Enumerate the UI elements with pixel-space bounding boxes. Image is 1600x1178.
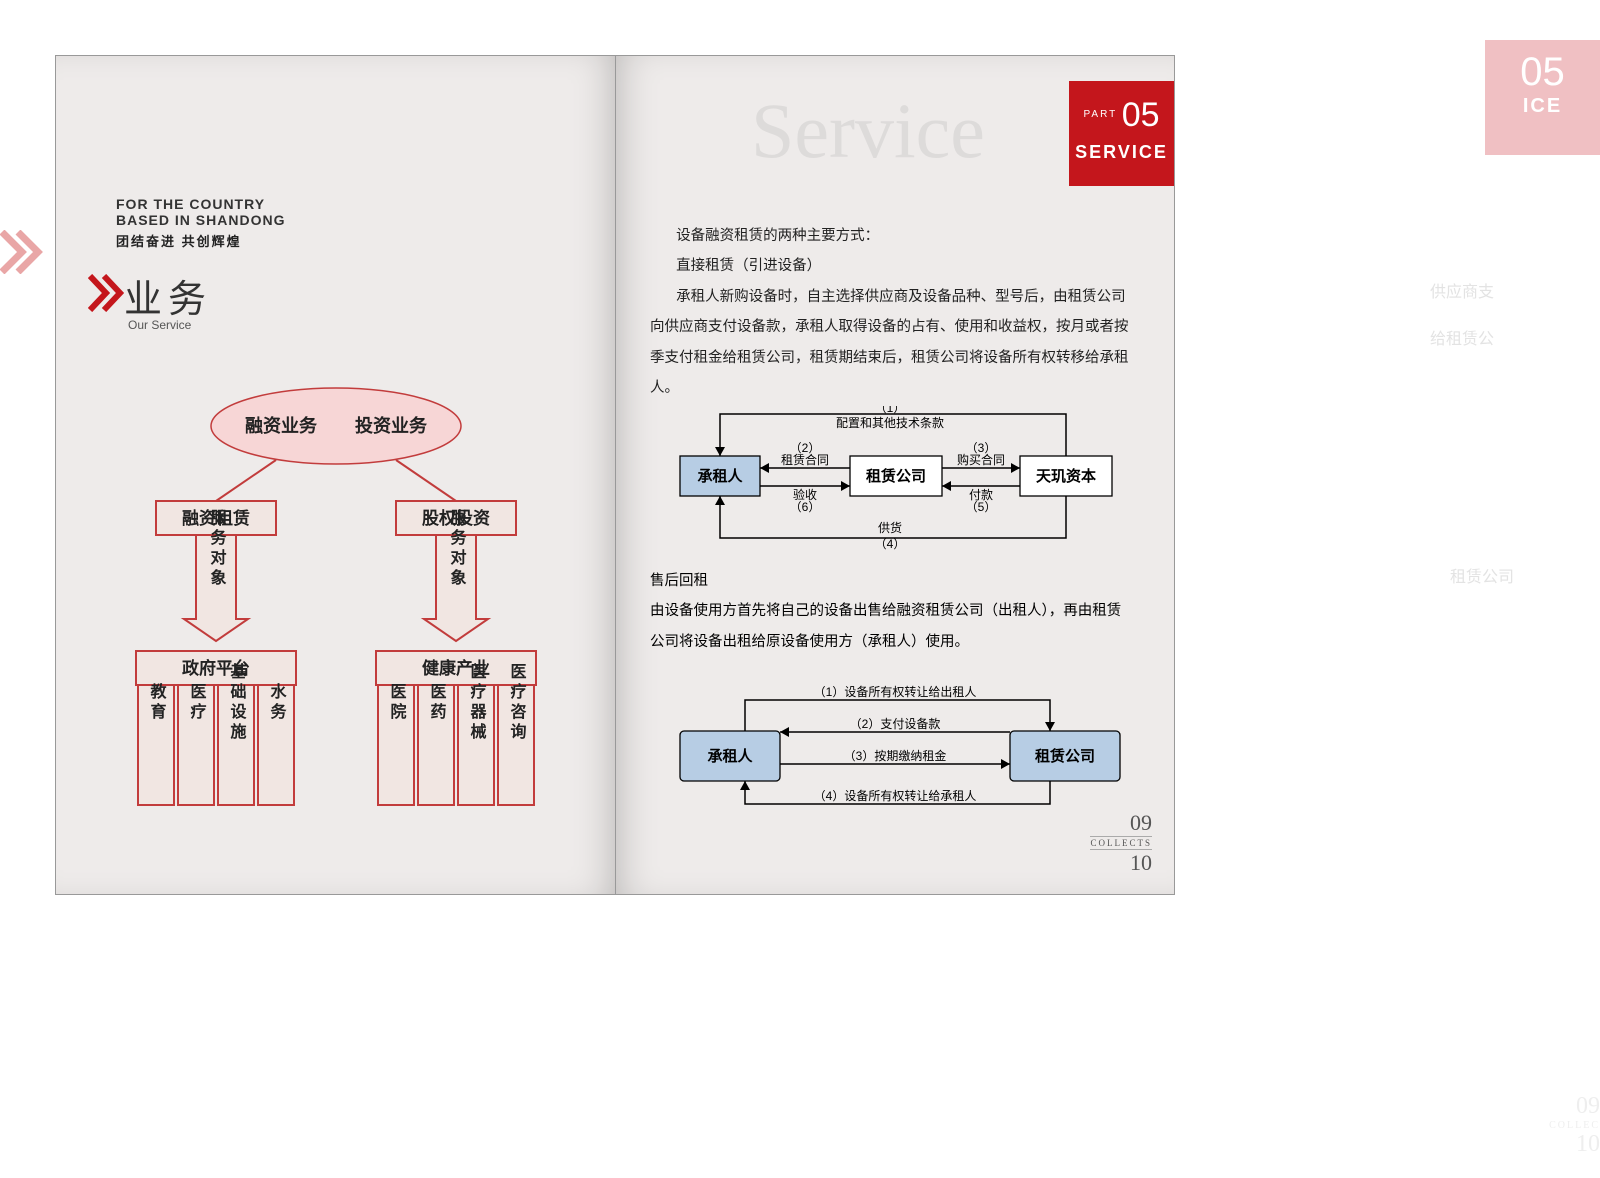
svg-text:服务对象: 服务对象 bbox=[208, 509, 227, 589]
leaseback-diagram: 承租人 租赁公司 （1）设备所有权转让给出租人 （2）支付设备款 （3）按期缴纳租金 （4… bbox=[660, 676, 1140, 836]
svg-text:（4）: （4） bbox=[875, 537, 906, 551]
svg-text:融资业务: 融资业务 bbox=[245, 415, 318, 436]
lp-header-l1: FOR THE COUNTRY bbox=[116, 196, 285, 212]
svg-text:服务对象: 服务对象 bbox=[448, 509, 467, 589]
svg-text:（6）: （6） bbox=[790, 500, 821, 514]
title-chevron-icon bbox=[88, 274, 128, 312]
svg-text:投资业务: 投资业务 bbox=[355, 415, 428, 436]
part-number: 05 bbox=[1122, 96, 1160, 134]
rp-p1: 承租人新购设备时，自主选择供应商及设备品种、型号后，由租赁公司向供应商支付设备款… bbox=[650, 282, 1132, 404]
part-label: PART bbox=[1083, 87, 1117, 120]
part-badge: PART 05 SERVICE bbox=[1069, 81, 1174, 186]
svg-text:水务: 水务 bbox=[268, 682, 287, 723]
rp-intro: 设备融资租赁的两种主要方式： bbox=[650, 221, 1132, 251]
bg-pn-label: COLLEC bbox=[1549, 1120, 1600, 1131]
rp-p2: 由设备使用方首先将自己的设备出售给融资租赁公司（出租人），再由租赁公司将设备出租… bbox=[650, 596, 1132, 657]
part-service: SERVICE bbox=[1069, 142, 1174, 163]
svg-text:教育: 教育 bbox=[148, 682, 167, 723]
bg-part-badge: 05 ICE bbox=[1485, 40, 1600, 155]
page-right: Service PART 05 SERVICE 设备融资租赁的两种主要方式： 直… bbox=[615, 55, 1175, 895]
rp-body: 设备融资租赁的两种主要方式： 直接租赁（引进设备） 承租人新购设备时，自主选择供… bbox=[650, 221, 1132, 404]
lp-header: FOR THE COUNTRY BASED IN SHANDONG 团结奋进 共… bbox=[116, 196, 285, 250]
rp-body2: 售后回租 由设备使用方首先将自己的设备出售给融资租赁公司（出租人），再由租赁公司… bbox=[650, 566, 1132, 657]
svg-text:租赁合同: 租赁合同 bbox=[781, 452, 829, 467]
watermark-text: Service bbox=[751, 86, 985, 176]
direct-lease-diagram: 承租人租赁公司天玑资本（1）配置和其他技术条款（2）租赁合同（3）购买合同验收（… bbox=[660, 406, 1140, 566]
bg-part-label: ICE bbox=[1485, 95, 1600, 118]
bg-page-number: 09 COLLEC 10 bbox=[1549, 1093, 1600, 1158]
svg-text:租赁公司: 租赁公司 bbox=[1035, 747, 1095, 765]
svg-text:租赁公司: 租赁公司 bbox=[866, 467, 926, 485]
page-left: FOR THE COUNTRY BASED IN SHANDONG 团结奋进 共… bbox=[55, 55, 615, 895]
svg-text:（4）设备所有权转让给承租人: （4）设备所有权转让给承租人 bbox=[814, 788, 977, 803]
canvas: 05 ICE 供应商支 给租赁公 租赁公司 09 COLLEC 10 FOR T… bbox=[0, 0, 1600, 1178]
lp-subtitle: Our Service bbox=[128, 318, 191, 332]
pn-top: 09 bbox=[1090, 810, 1152, 836]
bg-snippet-2-l1: 租赁公司 bbox=[1450, 560, 1600, 595]
pn-label: COLLECTS bbox=[1090, 836, 1152, 850]
svg-text:（1）: （1） bbox=[875, 406, 906, 415]
svg-text:承租人: 承租人 bbox=[707, 747, 753, 765]
business-tree-chart: 融资业务投资业务融资租赁股权投资服务对象服务对象政府平台健康产业教育医疗基础设施… bbox=[96, 371, 576, 821]
page-number: 09 COLLECTS 10 bbox=[1090, 810, 1152, 876]
bg-pn-top: 09 bbox=[1549, 1093, 1600, 1120]
bg-snippet-2: 租赁公司 bbox=[1450, 560, 1600, 595]
bg-pn-bottom: 10 bbox=[1549, 1131, 1600, 1158]
svg-text:配置和其他技术条款: 配置和其他技术条款 bbox=[836, 416, 944, 430]
svg-text:承租人: 承租人 bbox=[697, 467, 743, 485]
svg-text:（1）设备所有权转让给出租人: （1）设备所有权转让给出租人 bbox=[814, 684, 977, 699]
svg-text:天玑资本: 天玑资本 bbox=[1036, 467, 1096, 485]
svg-text:医疗: 医疗 bbox=[188, 683, 207, 723]
lp-header-l3: 团结奋进 共创辉煌 bbox=[116, 231, 285, 250]
bg-left-chevron bbox=[0, 230, 50, 274]
lp-header-l2: BASED IN SHANDONG bbox=[116, 212, 285, 228]
svg-text:（5）: （5） bbox=[966, 500, 997, 514]
bg-part-number: 05 bbox=[1485, 40, 1600, 95]
rp-h1: 直接租赁（引进设备） bbox=[650, 251, 1132, 281]
svg-text:供货: 供货 bbox=[878, 520, 902, 535]
bg-snippet-1: 供应商支 给租赁公 bbox=[1430, 275, 1600, 357]
pn-bottom: 10 bbox=[1090, 850, 1152, 876]
bg-snippet-1-l2: 给租赁公 bbox=[1430, 322, 1600, 357]
book: FOR THE COUNTRY BASED IN SHANDONG 团结奋进 共… bbox=[55, 55, 1175, 895]
lp-title: 业务 bbox=[124, 268, 212, 323]
bg-snippet-1-l1: 供应商支 bbox=[1430, 275, 1600, 310]
rp-h2: 售后回租 bbox=[650, 566, 1132, 596]
svg-text:医药: 医药 bbox=[428, 683, 447, 723]
svg-text:（3）按期缴纳租金: （3）按期缴纳租金 bbox=[844, 748, 947, 763]
svg-text:医疗咨询: 医疗咨询 bbox=[508, 663, 527, 743]
svg-text:购买合同: 购买合同 bbox=[957, 452, 1005, 467]
svg-text:（2）支付设备款: （2）支付设备款 bbox=[850, 717, 941, 731]
svg-text:医院: 医院 bbox=[388, 683, 407, 723]
